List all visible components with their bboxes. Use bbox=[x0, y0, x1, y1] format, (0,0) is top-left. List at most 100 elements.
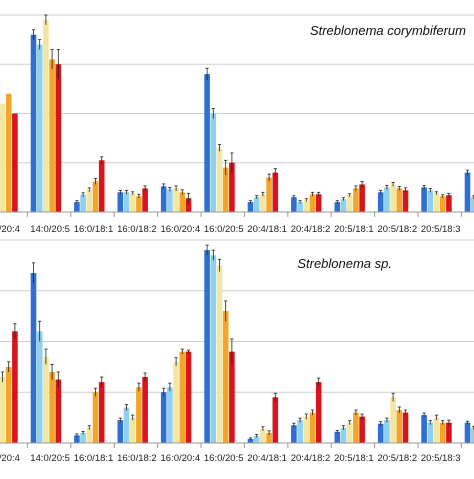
bar bbox=[297, 420, 303, 443]
bar bbox=[427, 190, 434, 212]
bar bbox=[446, 422, 452, 443]
bar bbox=[0, 103, 6, 212]
x-tick-label: 20:5/18:1 bbox=[334, 453, 374, 464]
bar bbox=[260, 428, 266, 443]
panel-title: Streblonema sp. bbox=[297, 256, 392, 271]
x-tick-label: 20:4/18:2 bbox=[291, 224, 331, 235]
bar bbox=[427, 422, 434, 443]
bar bbox=[12, 113, 18, 212]
bar bbox=[303, 200, 310, 212]
bar bbox=[346, 422, 353, 443]
bar bbox=[179, 192, 186, 212]
bar bbox=[222, 167, 229, 212]
bar bbox=[377, 423, 384, 443]
x-tick-label: 16:0/20:4 bbox=[160, 453, 200, 464]
bar bbox=[185, 198, 192, 212]
bar bbox=[142, 377, 148, 443]
bar bbox=[247, 202, 254, 212]
bar bbox=[0, 377, 6, 443]
bar bbox=[92, 181, 99, 212]
bar bbox=[204, 74, 210, 212]
bar bbox=[353, 188, 359, 212]
bar bbox=[123, 407, 130, 443]
bar bbox=[396, 410, 403, 443]
bar bbox=[309, 194, 316, 212]
bar bbox=[260, 194, 266, 212]
bar bbox=[55, 379, 62, 443]
bar bbox=[384, 420, 390, 443]
bar bbox=[315, 194, 322, 212]
bar bbox=[123, 192, 130, 212]
bar bbox=[55, 64, 62, 212]
bar bbox=[229, 162, 235, 212]
x-tick-label: 16:0/18:2 bbox=[117, 453, 157, 464]
x-tick-label: 20:5/18:3 bbox=[421, 453, 461, 464]
bar bbox=[49, 371, 55, 443]
bar bbox=[464, 172, 471, 212]
bar bbox=[390, 184, 396, 212]
bar bbox=[43, 356, 49, 443]
bar bbox=[12, 331, 18, 443]
x-tick-label: 14:0/20:5 bbox=[30, 453, 70, 464]
bar bbox=[346, 195, 353, 212]
panel-1: 0/20:4 14:0/20:5 16:0/18:116:0/18:2 16:0/20… bbox=[0, 14, 474, 235]
bar bbox=[98, 382, 105, 443]
bar bbox=[253, 197, 260, 212]
bar bbox=[43, 19, 49, 212]
x-tick-label: 14:0/20:5 bbox=[30, 224, 70, 235]
bar bbox=[446, 195, 452, 212]
bar bbox=[74, 202, 80, 212]
x-tick-label: 16:0/18:2 bbox=[117, 224, 157, 235]
bar bbox=[303, 416, 310, 443]
bar bbox=[136, 387, 142, 443]
bar bbox=[173, 188, 179, 212]
bar bbox=[359, 416, 365, 443]
bar bbox=[80, 194, 86, 212]
bar bbox=[136, 196, 142, 212]
bar bbox=[185, 351, 192, 443]
bar bbox=[5, 93, 12, 212]
bar bbox=[359, 184, 365, 212]
bar bbox=[160, 186, 167, 212]
bar bbox=[117, 420, 124, 443]
bar bbox=[470, 427, 474, 443]
bar bbox=[253, 435, 260, 443]
x-tick-label: 0/20:4 bbox=[0, 224, 20, 235]
bar bbox=[421, 187, 427, 212]
bar bbox=[30, 34, 37, 213]
bar bbox=[266, 177, 272, 212]
bar bbox=[334, 202, 341, 212]
x-tick-label: 16:0/18:1 bbox=[74, 224, 114, 235]
bar bbox=[129, 417, 136, 443]
bar bbox=[309, 412, 316, 443]
bar bbox=[167, 189, 173, 212]
bar bbox=[98, 160, 105, 212]
bar bbox=[80, 432, 86, 443]
x-tick-label: 20:5/18:2 bbox=[377, 224, 417, 235]
bar bbox=[222, 311, 229, 443]
panel-title: Streblonema corymbiferum bbox=[310, 23, 466, 38]
bar bbox=[36, 44, 43, 212]
bar bbox=[402, 190, 409, 212]
bar bbox=[291, 425, 297, 443]
bar bbox=[92, 392, 99, 443]
bar bbox=[117, 192, 124, 212]
bar bbox=[173, 361, 179, 443]
panel-2: 0/20:414:0/20:516:0/18:116:0/18:216:0/20… bbox=[0, 239, 474, 464]
bar bbox=[229, 351, 235, 443]
bar bbox=[340, 427, 347, 443]
bar bbox=[204, 250, 210, 443]
bar bbox=[439, 422, 446, 443]
bar bbox=[86, 189, 93, 212]
x-tick-label: 16:0/20:5 bbox=[204, 224, 244, 235]
bar bbox=[30, 272, 37, 443]
x-tick-label: 20:4/18:2 bbox=[291, 453, 331, 464]
bar bbox=[142, 188, 148, 212]
bar bbox=[433, 193, 440, 212]
bar bbox=[210, 255, 217, 443]
bar bbox=[74, 435, 80, 443]
x-tick-label: 16:0/18:1 bbox=[74, 453, 114, 464]
bar bbox=[315, 382, 322, 443]
x-tick-label: 20:4/18:1 bbox=[247, 224, 287, 235]
